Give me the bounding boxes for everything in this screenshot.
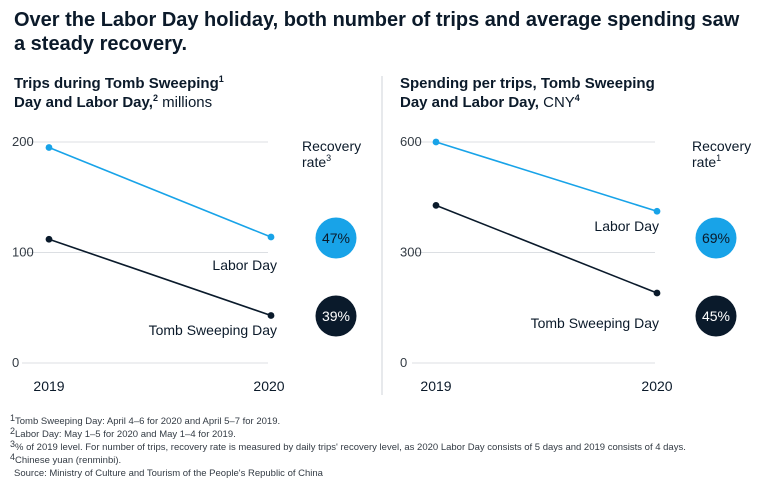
- left-series-label: Labor Day: [212, 257, 277, 273]
- footnote-4: 4Chinese yuan (renminbi).: [10, 452, 121, 466]
- left-data-point: [45, 144, 53, 151]
- right-x-tick-label: 2019: [420, 378, 451, 394]
- right-series-line: [435, 141, 658, 213]
- left-panel-title-line1: Trips during Tomb Sweeping1: [14, 74, 224, 92]
- left-x-tick-label: 2020: [253, 378, 284, 394]
- left-y-tick-label: 100: [12, 245, 34, 260]
- right-y-tick-label: 300: [400, 245, 422, 260]
- footnote-1: 1Tomb Sweeping Day: April 4–6 for 2020 a…: [10, 413, 280, 427]
- footnote-2: 2Labor Day: May 1–5 for 2020 and May 1–4…: [10, 426, 236, 440]
- left-recovery-badge: [315, 217, 357, 259]
- right-recovery-badge: [695, 295, 737, 337]
- right-y-tick-label: 0: [400, 355, 407, 370]
- right-series-label: Labor Day: [594, 218, 659, 234]
- right-data-point: [653, 207, 661, 215]
- right-y-tick-label: 600: [400, 134, 422, 149]
- left-series-line: [48, 146, 272, 238]
- right-panel-title-line1: Spending per trips, Tomb Sweeping: [400, 75, 655, 92]
- left-x-tick-label: 2019: [33, 378, 64, 394]
- right-recovery-value: 45%: [702, 308, 730, 324]
- left-data-point: [267, 233, 275, 241]
- left-recovery-value: 47%: [322, 230, 350, 246]
- left-series-line: [48, 238, 272, 317]
- left-y-tick-label: 0: [12, 355, 19, 370]
- right-recovery-value: 69%: [702, 230, 730, 246]
- source-note: Source: Ministry of Culture and Tourism …: [14, 468, 324, 479]
- right-data-point: [653, 289, 661, 297]
- right-x-tick-label: 2020: [641, 378, 672, 394]
- left-panel-title-line2: Day and Labor Day,2 millions: [14, 93, 212, 111]
- figure-title-line1: Over the Labor Day holiday, both number …: [14, 9, 740, 31]
- left-y-tick-label: 200: [12, 134, 34, 149]
- right-data-point: [432, 201, 440, 209]
- right-series-line: [435, 204, 658, 294]
- figure-title-line2: a steady recovery.: [14, 33, 187, 55]
- left-recovery-value: 39%: [322, 308, 350, 324]
- right-recovery-header-line2: rate1: [692, 153, 721, 170]
- left-recovery-header-line2: rate3: [302, 153, 331, 170]
- right-recovery-badge: [695, 217, 737, 259]
- left-recovery-header-line1: Recovery: [302, 138, 361, 154]
- left-data-point: [267, 312, 275, 319]
- right-data-point: [432, 138, 440, 146]
- left-recovery-badge: [315, 295, 357, 337]
- right-recovery-header-line1: Recovery: [692, 138, 751, 154]
- left-data-point: [45, 235, 53, 243]
- left-series-label: Tomb Sweeping Day: [149, 322, 277, 338]
- plot-area: 0 100 200 2019 2020 Labor Day 47% Tomb Sweeping…: [12, 134, 737, 394]
- footnote-3: 3% of 2019 level. For number of trips, r…: [10, 439, 686, 453]
- right-series-label: Tomb Sweeping Day: [531, 315, 659, 331]
- right-panel-title-line2: Day and Labor Day, CNY4: [400, 93, 580, 111]
